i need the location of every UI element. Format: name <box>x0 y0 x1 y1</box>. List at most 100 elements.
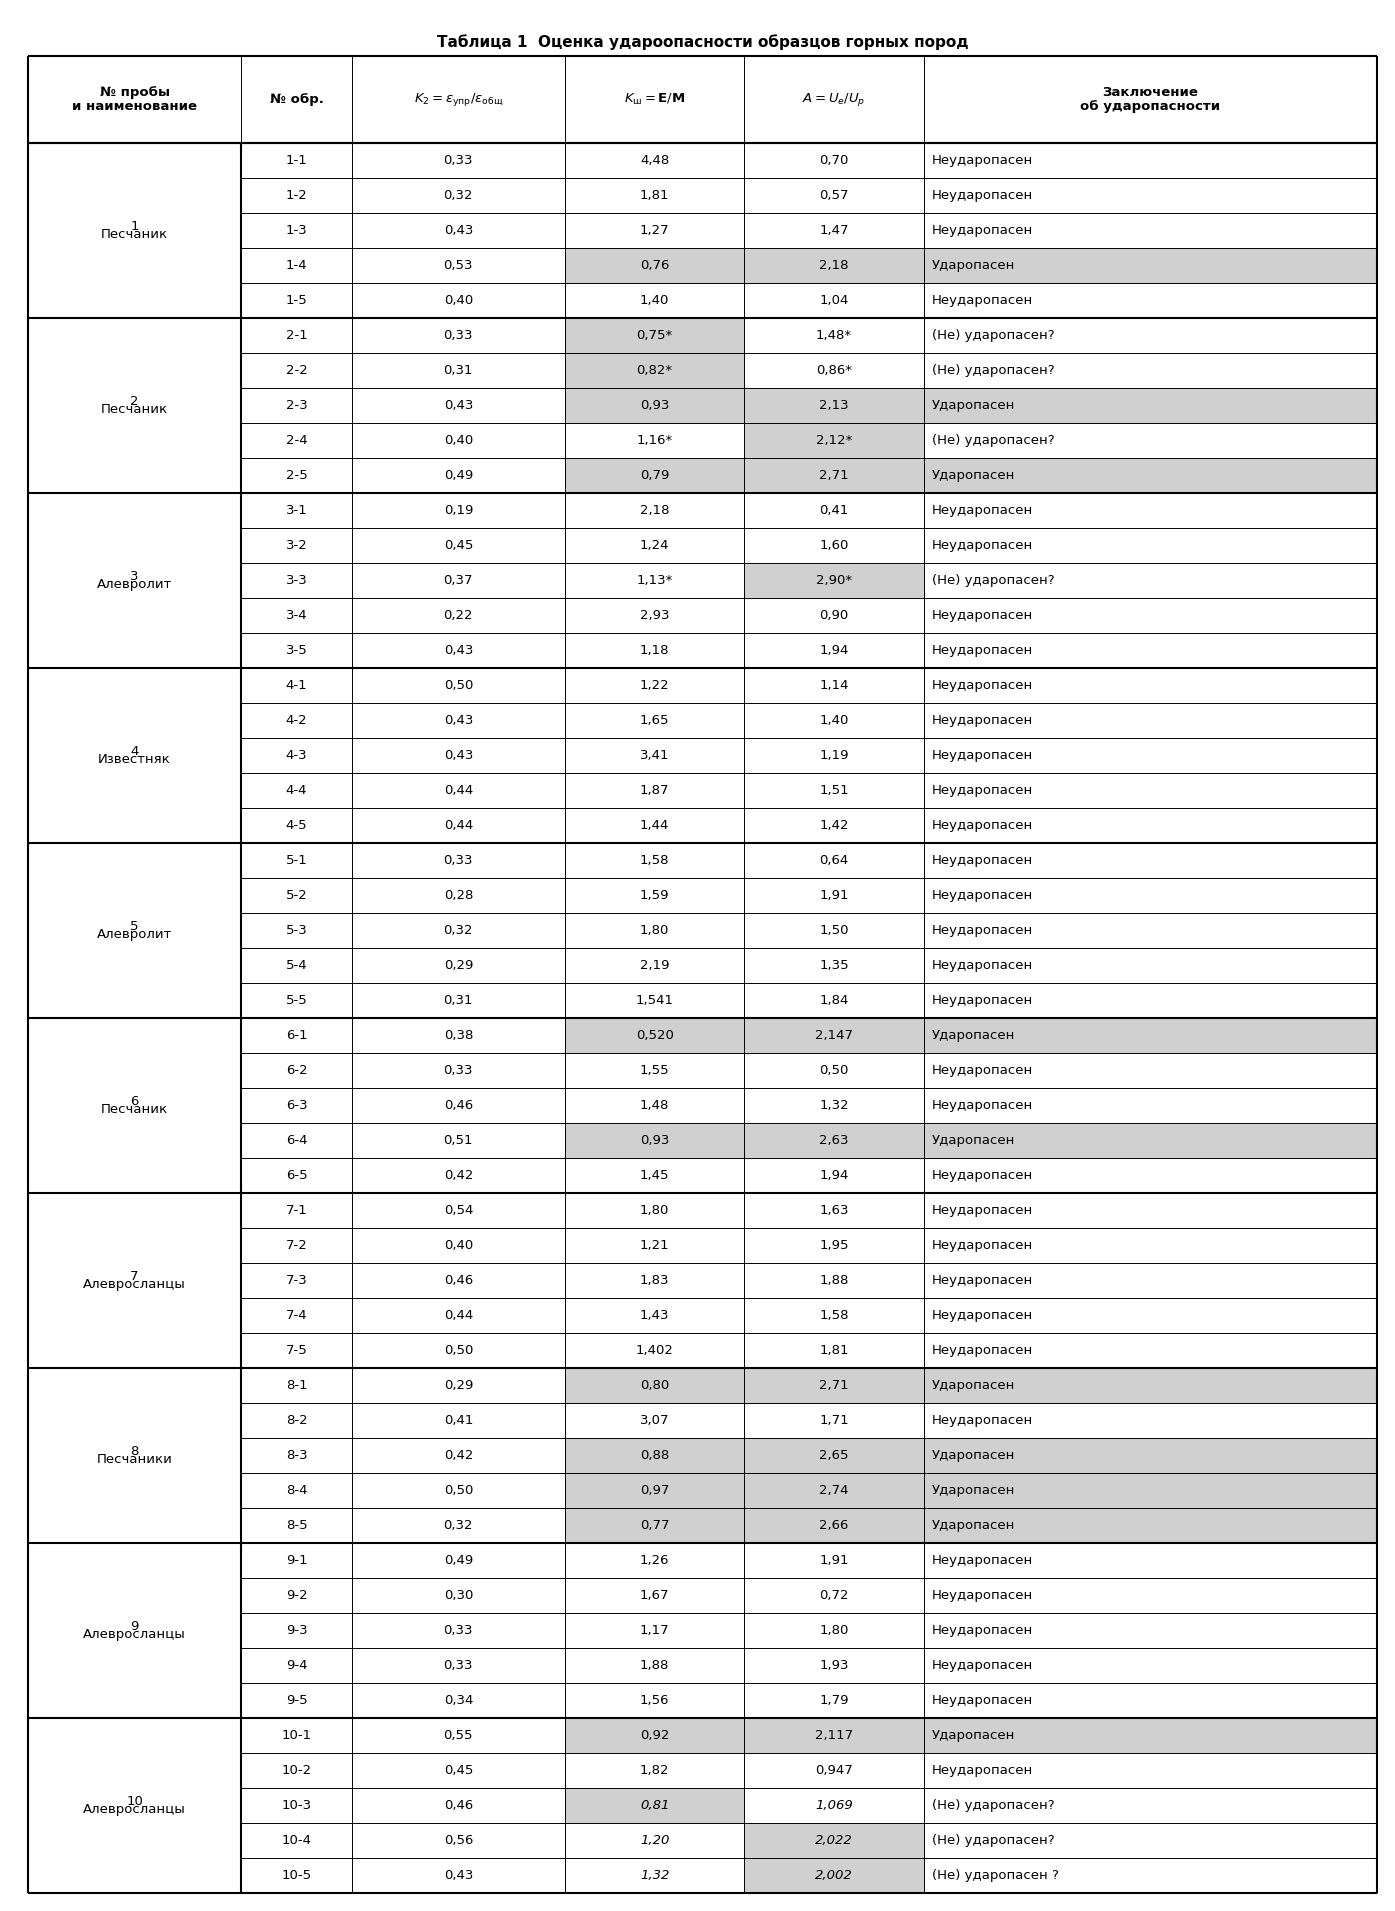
Bar <box>565 1368 745 1403</box>
Text: 1,50: 1,50 <box>819 925 848 936</box>
Bar <box>923 1508 1377 1542</box>
Text: Ударопасен: Ударопасен <box>932 1485 1016 1496</box>
Bar <box>923 774 1377 808</box>
Text: 0,44: 0,44 <box>444 784 473 797</box>
Text: Неударопасен: Неударопасен <box>932 749 1032 762</box>
Bar <box>352 493 565 527</box>
Text: 2,90*: 2,90* <box>816 575 852 587</box>
Bar <box>352 669 565 703</box>
Text: Неударопасен: Неударопасен <box>932 820 1032 833</box>
Bar <box>923 1439 1377 1473</box>
Text: (Не) ударопасен?: (Не) ударопасен? <box>932 575 1055 587</box>
Text: 1,84: 1,84 <box>819 994 848 1007</box>
Text: 1,42: 1,42 <box>819 820 848 833</box>
Text: Ударопасен: Ударопасен <box>932 399 1016 413</box>
Text: 3-2: 3-2 <box>286 539 307 552</box>
Text: 0,33: 0,33 <box>444 1659 473 1672</box>
Bar <box>565 424 745 459</box>
Bar <box>923 984 1377 1019</box>
Text: 1,45: 1,45 <box>640 1170 670 1183</box>
Text: 0,33: 0,33 <box>444 329 473 342</box>
Text: 0,30: 0,30 <box>444 1590 473 1601</box>
Bar <box>241 738 352 774</box>
Bar <box>745 1298 923 1334</box>
Bar <box>241 143 352 178</box>
Bar <box>352 527 565 564</box>
Text: Алевросланцы: Алевросланцы <box>84 1278 186 1292</box>
Bar <box>565 669 745 703</box>
Text: 0,93: 0,93 <box>640 1135 670 1147</box>
Bar <box>241 1087 352 1124</box>
Bar <box>565 1823 745 1857</box>
Text: Ударопасен: Ударопасен <box>932 1135 1016 1147</box>
Text: 0,55: 0,55 <box>444 1729 473 1743</box>
Bar <box>565 1019 745 1053</box>
Text: 0,80: 0,80 <box>640 1380 670 1391</box>
Text: 2-5: 2-5 <box>286 470 307 482</box>
Bar <box>241 214 352 248</box>
Bar <box>745 459 923 493</box>
Bar <box>241 1019 352 1053</box>
Bar <box>565 1439 745 1473</box>
Text: 1,20: 1,20 <box>640 1835 670 1848</box>
Text: 0,31: 0,31 <box>444 365 473 376</box>
Text: 0,28: 0,28 <box>444 889 473 902</box>
Text: (Не) ударопасен?: (Не) ударопасен? <box>932 434 1055 447</box>
Bar <box>241 283 352 319</box>
Text: 10-4: 10-4 <box>282 1835 311 1848</box>
Bar <box>565 283 745 319</box>
Text: 0,32: 0,32 <box>444 1519 473 1533</box>
Bar <box>923 1334 1377 1368</box>
Text: Неударопасен: Неударопасен <box>932 854 1032 868</box>
Bar <box>565 738 745 774</box>
Bar <box>923 1473 1377 1508</box>
Text: Песчаники: Песчаники <box>96 1452 173 1466</box>
Bar <box>565 527 745 564</box>
Bar <box>241 1158 352 1192</box>
Bar <box>352 1508 565 1542</box>
Text: 6-2: 6-2 <box>286 1064 307 1078</box>
Bar <box>923 214 1377 248</box>
Bar <box>923 143 1377 178</box>
Text: 0,42: 0,42 <box>444 1170 473 1183</box>
Bar <box>352 1578 565 1613</box>
Text: Неударопасен: Неударопасен <box>932 1693 1032 1707</box>
Bar <box>923 843 1377 879</box>
Bar <box>241 669 352 703</box>
Bar <box>352 564 565 598</box>
Bar <box>565 354 745 388</box>
Text: 7-5: 7-5 <box>286 1343 307 1357</box>
Text: 0,43: 0,43 <box>444 224 473 237</box>
Text: 1,71: 1,71 <box>819 1414 848 1428</box>
Bar <box>745 1684 923 1718</box>
Bar <box>923 1718 1377 1752</box>
Bar <box>923 1613 1377 1647</box>
Text: Неударопасен: Неударопасен <box>932 925 1032 936</box>
Text: 1,48: 1,48 <box>640 1099 670 1112</box>
Text: 2,66: 2,66 <box>819 1519 848 1533</box>
Bar <box>923 1019 1377 1053</box>
Bar <box>241 564 352 598</box>
Text: 10-5: 10-5 <box>282 1869 311 1882</box>
Bar <box>565 1613 745 1647</box>
Text: 1,18: 1,18 <box>640 644 670 657</box>
Bar <box>923 948 1377 984</box>
Text: 0,19: 0,19 <box>444 505 473 518</box>
Text: Неударопасен: Неударопасен <box>932 1764 1032 1777</box>
Bar <box>923 1158 1377 1192</box>
Bar <box>241 774 352 808</box>
Text: 0,77: 0,77 <box>640 1519 670 1533</box>
Text: 1,94: 1,94 <box>819 644 848 657</box>
Bar <box>923 1789 1377 1823</box>
Text: Неударопасен: Неударопасен <box>932 644 1032 657</box>
Text: 5: 5 <box>130 921 140 933</box>
Text: 0,32: 0,32 <box>444 189 473 203</box>
Bar <box>241 948 352 984</box>
Text: 2-4: 2-4 <box>286 434 307 447</box>
Text: 2,18: 2,18 <box>640 505 670 518</box>
Text: 2,65: 2,65 <box>819 1449 848 1462</box>
Text: 8-3: 8-3 <box>286 1449 307 1462</box>
Text: 1,48*: 1,48* <box>816 329 852 342</box>
Bar <box>565 214 745 248</box>
Bar <box>565 1578 745 1613</box>
